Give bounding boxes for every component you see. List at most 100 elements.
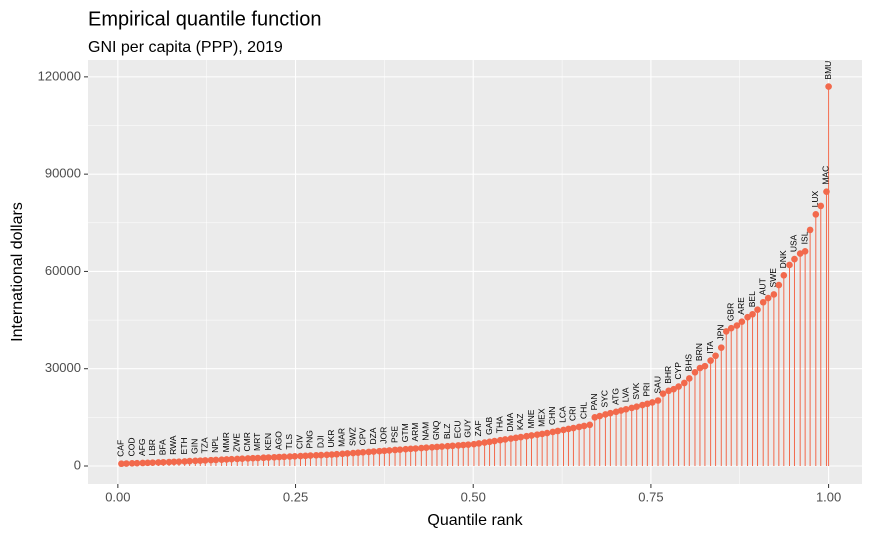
point (418, 444, 425, 452)
point (712, 352, 719, 360)
point-label: THA (494, 416, 504, 433)
point (470, 440, 478, 448)
point (402, 445, 410, 453)
point (249, 454, 257, 462)
point-label: GAB (484, 417, 494, 435)
point (675, 383, 682, 390)
point (438, 443, 446, 450)
point-label: DJI (315, 435, 325, 448)
point (270, 453, 278, 461)
point (344, 450, 351, 457)
point (370, 448, 378, 455)
point-label: LCA (558, 406, 568, 423)
point (481, 439, 488, 446)
point (749, 310, 756, 318)
point-label: SYC (600, 390, 610, 407)
point (464, 441, 472, 448)
point (328, 451, 336, 458)
point (428, 443, 436, 451)
point (386, 447, 393, 454)
point (181, 458, 188, 465)
point-label: MMR (221, 432, 231, 452)
point (791, 255, 798, 263)
point (165, 458, 173, 466)
point (764, 294, 772, 302)
point (596, 412, 604, 420)
point-label: LVA (620, 387, 630, 402)
point-label: NAM (421, 422, 431, 441)
point (507, 435, 515, 442)
point-label: DZA (368, 427, 378, 444)
point-label: SAU (652, 376, 662, 393)
point (339, 450, 346, 458)
x-tick-label: 1.00 (816, 489, 841, 504)
point-label: BFA (158, 439, 168, 455)
point (312, 452, 320, 459)
point (554, 427, 562, 435)
point (691, 368, 699, 376)
point (396, 446, 404, 453)
x-tick-label: 0.25 (283, 489, 308, 504)
point (212, 456, 220, 464)
point-label: KAZ (515, 414, 525, 431)
point (670, 385, 677, 393)
point-label: CMR (242, 432, 252, 451)
point (701, 362, 709, 370)
point (381, 447, 388, 455)
point (333, 450, 341, 458)
chart-subtitle: GNI per capita (PPP), 2019 (88, 39, 283, 56)
point (260, 454, 267, 462)
point (149, 459, 156, 466)
point-label: SVK (631, 382, 641, 399)
point-label: CHL (578, 402, 588, 419)
point (501, 436, 509, 443)
point (586, 421, 594, 429)
point-label: RWA (168, 435, 178, 455)
point (575, 423, 583, 431)
point (512, 434, 520, 442)
point (823, 188, 830, 195)
point (528, 432, 535, 439)
point (433, 443, 441, 451)
point (685, 375, 693, 382)
point-label: BLZ (442, 424, 452, 440)
point-label: MNE (526, 409, 536, 428)
point-label: COD (126, 437, 136, 456)
panel (88, 60, 862, 484)
point (454, 442, 462, 449)
point-label: CHN (547, 407, 557, 425)
point (144, 459, 152, 467)
point (591, 414, 599, 421)
point-label: SWE (768, 268, 778, 288)
point (317, 451, 325, 459)
point-label: BHR (663, 366, 673, 384)
point-label: AUT (757, 278, 767, 295)
point (223, 456, 230, 463)
point (517, 433, 525, 441)
point-label: BHS (684, 354, 694, 372)
point-label: PAN (589, 394, 599, 411)
point (628, 404, 636, 412)
point (801, 248, 809, 255)
point (192, 457, 199, 465)
point-label: TZA (200, 437, 210, 453)
x-tick-label: 0.75 (638, 489, 663, 504)
point-label: ISL (799, 231, 809, 244)
point (681, 379, 688, 387)
point (170, 458, 178, 466)
point (780, 272, 788, 279)
point-label: GNQ (431, 420, 441, 440)
y-tick-label: 60000 (45, 263, 81, 278)
point-label: CIV (295, 435, 305, 450)
point (786, 261, 793, 269)
point (738, 318, 746, 325)
point (139, 459, 147, 467)
point (580, 422, 588, 430)
point (659, 390, 667, 397)
y-tick-label: 90000 (45, 166, 81, 181)
point (123, 460, 130, 467)
point (825, 83, 832, 90)
point (607, 409, 614, 417)
point-label: CAF (116, 440, 126, 457)
point-label: ARE (736, 297, 746, 315)
